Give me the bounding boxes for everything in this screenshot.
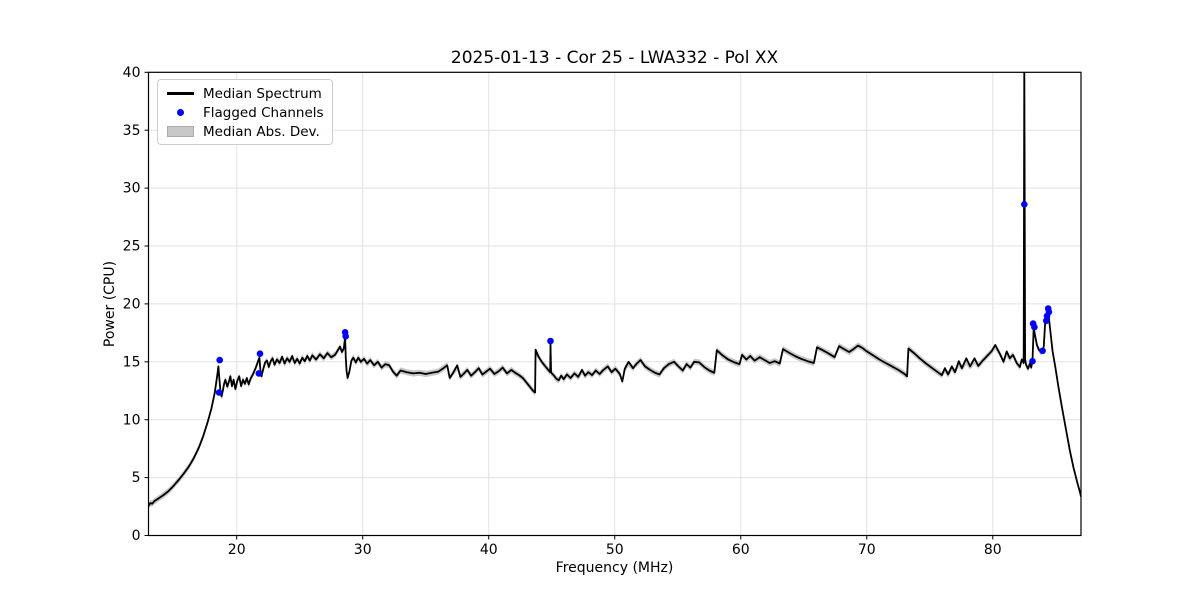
x-tick-label: 30 <box>354 542 372 558</box>
y-axis-label: Power (CPU) <box>102 260 118 348</box>
plot-title: 2025-01-13 - Cor 25 - LWA332 - Pol XX <box>450 48 779 68</box>
flagged-channel-dot <box>547 337 554 345</box>
x-axis-label: Frequency (MHz) <box>555 560 674 576</box>
median-spectrum-line <box>148 72 1081 507</box>
y-tick-label: 30 <box>123 181 141 197</box>
y-tick-label: 20 <box>123 297 141 313</box>
y-tick-label: 15 <box>123 354 141 370</box>
y-tick-label: 40 <box>123 65 141 81</box>
legend-item-median-abs-dev: Median Abs. Dev. <box>158 122 332 141</box>
flagged-channel-dot <box>255 370 263 377</box>
legend: Median Spectrum Flagged Channels Median … <box>157 79 333 145</box>
flagged-channel-dot <box>216 356 223 364</box>
x-tick-label: 60 <box>732 542 750 558</box>
legend-label-flagged-channels: Flagged Channels <box>203 104 324 121</box>
flagged-channel-dot <box>1039 347 1046 355</box>
legend-dot-swatch-cell <box>158 109 203 116</box>
x-tick-label: 80 <box>984 542 1002 558</box>
axis-ticks: 20 30 40 50 60 70 80 0 5 10 15 20 25 30 35 40 <box>123 65 1002 558</box>
x-tick-label: 70 <box>858 542 876 558</box>
x-tick-label: 20 <box>228 542 246 558</box>
flagged-channel-dot-icon <box>177 109 184 116</box>
flagged-channel-dot <box>1029 357 1036 365</box>
legend-label-median-spectrum: Median Spectrum <box>203 85 322 102</box>
median-spectrum-line-icon <box>167 92 194 95</box>
x-tick-label: 40 <box>480 542 498 558</box>
mad-band-patch-icon <box>167 126 194 137</box>
y-tick-label: 10 <box>123 412 141 428</box>
legend-line-swatch-cell <box>158 92 203 95</box>
legend-item-median-spectrum: Median Spectrum <box>158 84 332 103</box>
flagged-channel-dot <box>1031 323 1038 331</box>
y-tick-label: 25 <box>123 239 141 255</box>
flagged-channel-dot <box>256 350 264 358</box>
y-tick-label: 0 <box>132 528 141 544</box>
legend-label-median-abs-dev: Median Abs. Dev. <box>203 123 320 140</box>
flagged-channel-dot <box>1045 308 1053 316</box>
flagged-channels <box>215 201 1053 396</box>
y-tick-label: 35 <box>123 123 141 139</box>
y-tick-label: 5 <box>132 470 141 486</box>
flagged-channel-dot <box>1021 201 1028 208</box>
flagged-channel-dot <box>342 333 350 340</box>
legend-patch-swatch-cell <box>158 126 203 137</box>
flagged-channel-dot <box>215 389 223 396</box>
x-tick-label: 50 <box>606 542 624 558</box>
legend-item-flagged-channels: Flagged Channels <box>158 103 332 122</box>
